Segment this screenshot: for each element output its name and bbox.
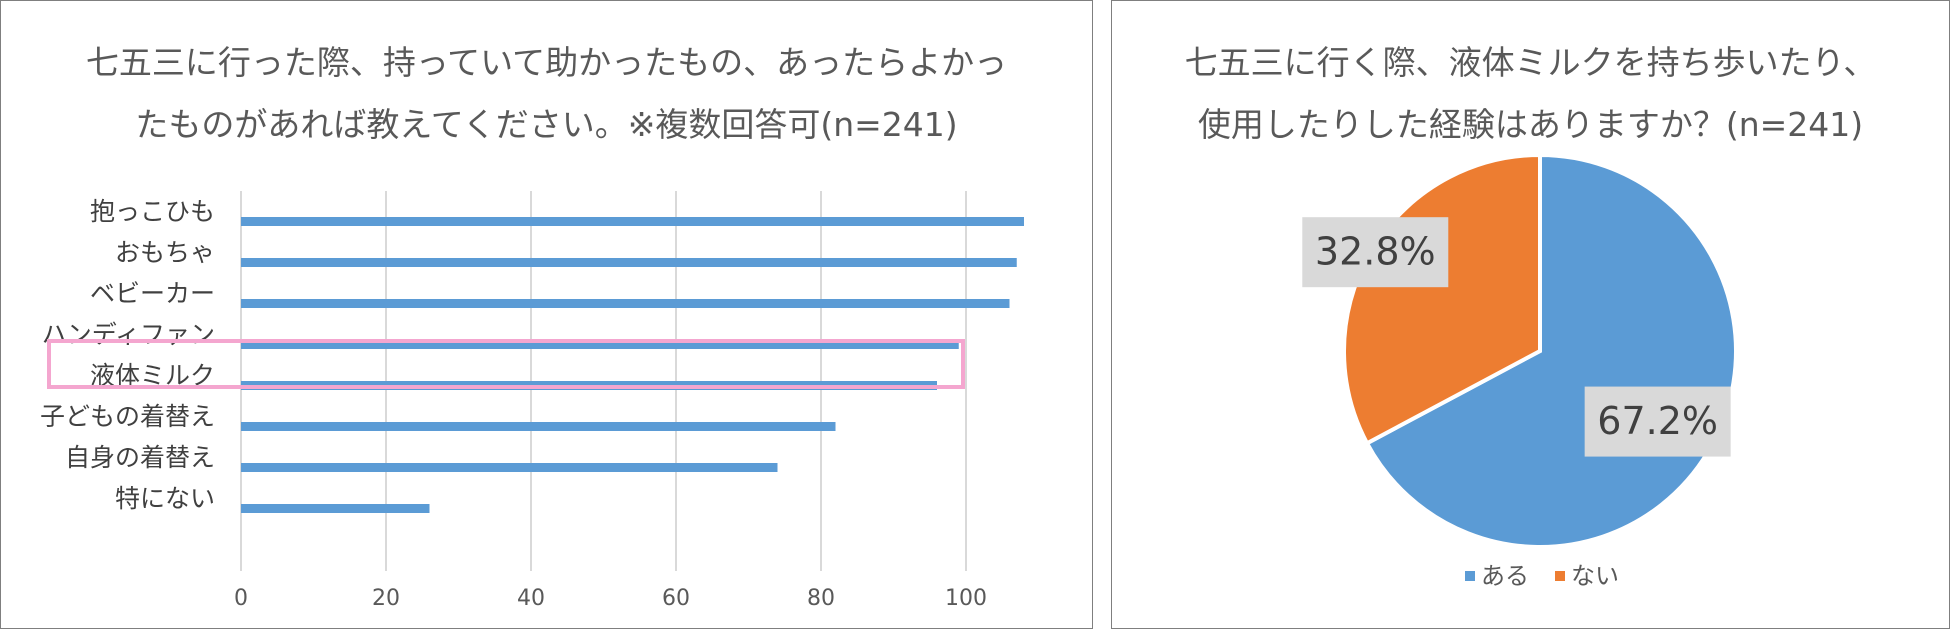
- x-tick-label: 100: [945, 586, 987, 611]
- legend-swatch: [1465, 571, 1475, 581]
- x-tick-label: 0: [234, 586, 248, 611]
- category-label: 自身の着替え: [65, 443, 215, 472]
- pie-chart-title-line-1: 七五三に行く際、液体ミルクを持ち歩いたり、: [1184, 43, 1877, 82]
- data-label: 67.2%: [1597, 399, 1718, 443]
- x-tick-label: 40: [517, 586, 545, 611]
- x-tick-label: 20: [372, 586, 400, 611]
- bar-chart: 0 20 40 60 80 100抱っこひもおもちゃベビーカーハンディファン液体ミルク子ど…: [40, 191, 1024, 611]
- legend-label: ある: [1481, 562, 1529, 590]
- bar: [241, 504, 430, 513]
- x-tick-label: 60: [662, 586, 690, 611]
- data-label-box: [1302, 217, 1449, 288]
- bar: [241, 422, 836, 431]
- data-label-box: [1584, 386, 1731, 457]
- legend-label: ない: [1571, 562, 1619, 590]
- category-label: おもちゃ: [115, 238, 215, 267]
- highlight-box: [47, 339, 965, 389]
- bar-chart-title-line-1: 七五三に行った際、持っていて助かったもの、あったらよかっ: [85, 43, 1008, 82]
- bar: [241, 217, 1024, 226]
- category-label: ベビーカー: [90, 279, 215, 308]
- bar: [241, 258, 1017, 267]
- data-label: 32.8%: [1315, 230, 1436, 274]
- pie-chart-panel: 七五三に行く際、液体ミルクを持ち歩いたり、 使用したりした経験はありますか？(n…: [1111, 0, 1950, 629]
- category-label: 抱っこひも: [90, 197, 215, 226]
- category-label: ハンディファン: [42, 320, 215, 349]
- pie-chart-title-line-2: 使用したりした経験はありますか？(n=241): [1197, 105, 1864, 144]
- legend-swatch: [1555, 571, 1565, 581]
- pie-chart: 67.2% 32.8% ある ない: [1302, 152, 1738, 590]
- x-tick-label: 80: [807, 586, 835, 611]
- bar-chart-panel: 七五三に行った際、持っていて助かったもの、あったらよかっ たものがあれば教えてく…: [0, 0, 1093, 629]
- category-label: 特にない: [115, 484, 215, 513]
- bar-chart-title-line-2: たものがあれば教えてください。※複数回答可(n=241): [135, 105, 958, 144]
- bar: [241, 340, 959, 349]
- bar: [241, 463, 778, 472]
- bar: [241, 299, 1010, 308]
- category-label: 子どもの着替え: [40, 402, 215, 431]
